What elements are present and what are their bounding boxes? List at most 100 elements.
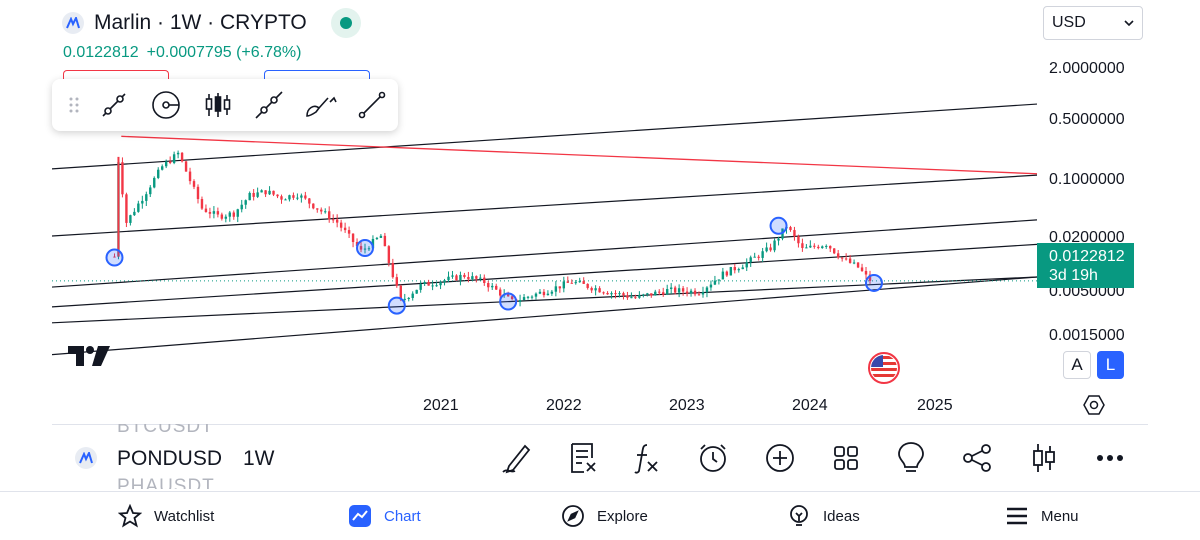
candle-body (455, 275, 458, 281)
candle-body (797, 236, 800, 244)
candles-tool-icon[interactable] (192, 83, 244, 127)
candle-body (467, 276, 470, 280)
candle-body (427, 282, 430, 286)
candle-body (789, 227, 792, 231)
brush-tool-icon[interactable] (295, 83, 347, 127)
candle-body (411, 293, 414, 298)
circle-tool-icon[interactable] (140, 83, 192, 127)
ideas-icon[interactable] (891, 438, 931, 478)
time-axis-label: 2025 (917, 397, 953, 414)
candle-body (721, 271, 725, 280)
sell-button[interactable] (63, 70, 169, 80)
trendline-tool-icon[interactable] (89, 83, 141, 127)
symbol-name[interactable]: PONDUSD (117, 447, 223, 470)
drawing-toolbar (52, 79, 398, 131)
candle-body (677, 288, 681, 293)
candle-body (868, 274, 872, 281)
interval-select[interactable]: 1W (243, 447, 275, 470)
nav-watchlist[interactable]: Watchlist (118, 498, 214, 534)
candle-body (538, 291, 542, 294)
alert-icon[interactable] (693, 438, 733, 478)
time-axis-label: 2021 (423, 397, 459, 414)
candle-body (331, 219, 335, 221)
nav-chart[interactable]: Chart (348, 498, 421, 534)
us-flag-icon[interactable] (868, 352, 900, 384)
channel-line (52, 276, 1037, 324)
chart-settings-icon[interactable] (1082, 393, 1106, 417)
candle-body (864, 270, 868, 275)
candle-body (149, 187, 152, 195)
nav-label: Watchlist (154, 507, 215, 525)
candle-body (228, 212, 231, 217)
candle-body (598, 288, 601, 293)
buy-button[interactable] (264, 70, 370, 80)
layouts-icon[interactable] (826, 438, 866, 478)
candle-body (304, 195, 307, 199)
price-axis-label: 0.5000000 (1049, 111, 1125, 128)
candle-body (145, 194, 148, 201)
candle-body (713, 280, 717, 285)
draw-icon[interactable] (496, 438, 536, 478)
marker-circle (864, 273, 883, 292)
channel-line (52, 219, 1037, 288)
tradingview-logo-icon[interactable] (68, 346, 110, 371)
candle-body (256, 192, 259, 197)
candle-body (809, 245, 812, 248)
price-axis-label: 0.0015000 (1049, 327, 1125, 344)
candle-body (184, 161, 188, 172)
nav-menu[interactable]: Menu (1005, 498, 1079, 534)
candle-body (343, 227, 347, 231)
more-icon[interactable] (1090, 438, 1130, 478)
time-axis-label: 2024 (792, 397, 828, 414)
chart-title[interactable]: Marlin · 1W · CRYPTO (94, 11, 307, 34)
candle-body (510, 296, 514, 299)
candle-body (534, 293, 538, 297)
candle-body (717, 279, 721, 281)
candle-body (630, 297, 633, 299)
market-open-dot-icon[interactable] (330, 8, 361, 38)
candle-body (840, 257, 844, 259)
candle-body (844, 258, 848, 260)
chart-type-icon[interactable] (1024, 438, 1064, 478)
candle-body (618, 293, 621, 295)
channel-line (52, 103, 1037, 170)
candle-body (335, 219, 339, 223)
chart-area[interactable] (0, 0, 1200, 420)
share-icon[interactable] (957, 438, 997, 478)
candle-body (379, 235, 383, 238)
log-scale-button[interactable]: L (1097, 351, 1124, 379)
candle-body (825, 245, 828, 247)
candle-body (733, 267, 736, 271)
chart-icon (349, 505, 371, 527)
nav-ideas[interactable]: Ideas (787, 498, 860, 534)
candle-body (248, 192, 251, 201)
chevron-down-icon (1124, 20, 1134, 26)
candle-body (665, 289, 669, 295)
auto-scale-button[interactable]: A (1063, 351, 1091, 379)
candle-body (669, 287, 673, 290)
candle-body (192, 181, 196, 187)
candle-body (805, 247, 808, 249)
candle-body (447, 276, 450, 281)
candle-body (419, 283, 422, 290)
nav-explore[interactable]: Explore (561, 498, 648, 534)
candle-body (403, 298, 406, 300)
ray-tool-icon[interactable] (243, 83, 295, 127)
candle-body (161, 166, 164, 170)
notes-icon[interactable] (563, 438, 603, 478)
candle-body (681, 288, 685, 292)
drag-handle-icon[interactable] (60, 90, 89, 120)
candle-body (658, 291, 661, 293)
price-chart[interactable] (0, 0, 1200, 420)
line-tool-icon[interactable] (346, 83, 398, 127)
candle-body (729, 267, 733, 276)
indicators-icon[interactable] (626, 438, 666, 478)
candle-body (614, 293, 617, 295)
currency-select[interactable]: USD (1043, 6, 1143, 40)
candle-body (705, 287, 709, 293)
candle-body (157, 169, 160, 178)
add-icon[interactable] (760, 438, 800, 478)
candle-body (320, 209, 323, 212)
candle-body (638, 295, 641, 298)
symbol-bar: PONDUSD 1W (0, 432, 1200, 486)
